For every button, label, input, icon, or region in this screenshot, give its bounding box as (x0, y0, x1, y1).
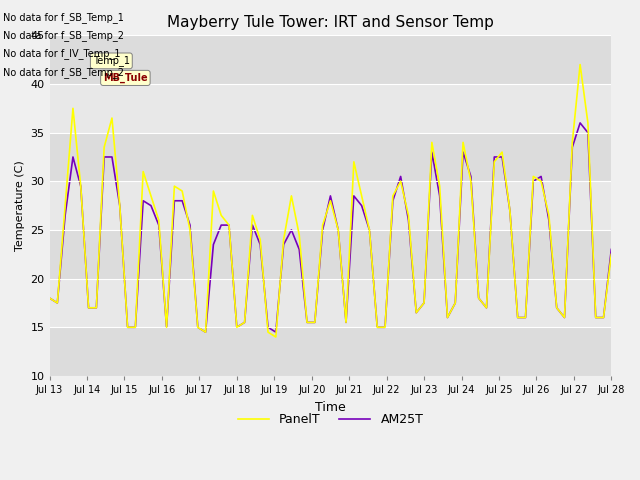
Bar (49, 36, 611, 84)
AM25T (607, 247, 615, 252)
AM25T (334, 227, 342, 233)
Text: No data for f_SB_Temp_2: No data for f_SB_Temp_2 (3, 67, 124, 78)
PanelT (233, 324, 241, 330)
AM25T (561, 315, 568, 321)
Bar (49, 278, 611, 327)
Bar (49, 132, 611, 181)
Line: PanelT: PanelT (49, 64, 611, 337)
Text: No data for f_SB_Temp_1: No data for f_SB_Temp_1 (3, 12, 124, 23)
Title: Mayberry Tule Tower: IRT and Sensor Temp: Mayberry Tule Tower: IRT and Sensor Temp (167, 15, 494, 30)
PanelT (45, 295, 53, 301)
AM25T (537, 174, 545, 180)
Bar (49, 84, 611, 132)
PanelT (576, 61, 584, 67)
Y-axis label: Temperature (C): Temperature (C) (15, 160, 25, 251)
PanelT (334, 227, 342, 233)
Text: MB_Tule: MB_Tule (103, 73, 148, 83)
Bar (49, 230, 611, 278)
Bar (49, 181, 611, 230)
PanelT (607, 252, 615, 257)
AM25T (522, 315, 529, 321)
AM25T (241, 320, 248, 325)
X-axis label: Time: Time (315, 400, 346, 413)
AM25T (170, 198, 178, 204)
Legend: PanelT, AM25T: PanelT, AM25T (232, 408, 428, 431)
Text: Temp_1: Temp_1 (93, 55, 130, 66)
AM25T (576, 120, 584, 126)
PanelT (170, 183, 178, 189)
Text: No data for f_IV_Temp_1: No data for f_IV_Temp_1 (3, 48, 121, 60)
Line: AM25T: AM25T (49, 123, 611, 332)
PanelT (522, 315, 529, 321)
Text: No data for f_SB_Temp_2: No data for f_SB_Temp_2 (3, 30, 124, 41)
AM25T (202, 329, 209, 335)
PanelT (537, 179, 545, 184)
PanelT (272, 334, 280, 340)
PanelT (561, 315, 568, 321)
AM25T (45, 295, 53, 301)
Bar (49, 327, 611, 376)
